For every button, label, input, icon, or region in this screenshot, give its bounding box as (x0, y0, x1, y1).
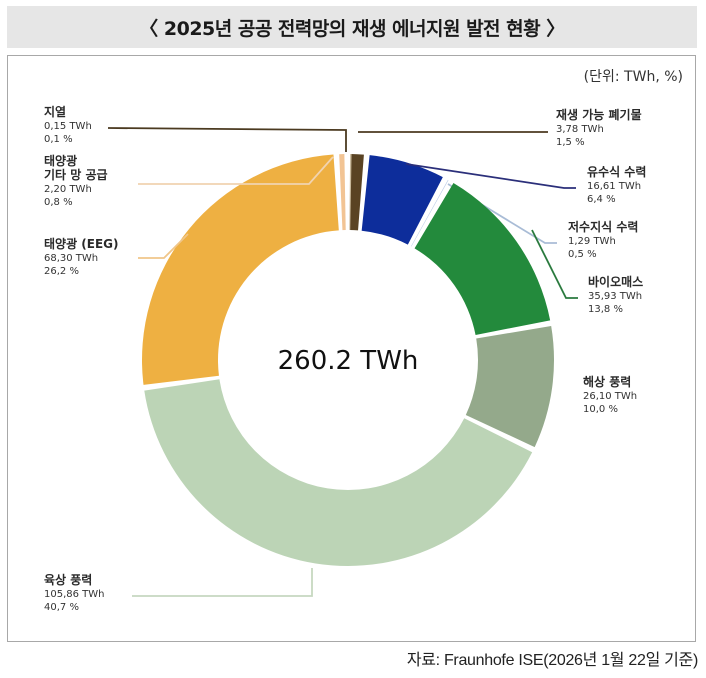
slice-label-pct-0: 1,5 % (556, 137, 585, 148)
slice-label-pct-5: 40,7 % (44, 602, 79, 613)
slice-7 (339, 154, 346, 231)
slice-0 (349, 154, 364, 231)
leader-line-1 (405, 163, 576, 189)
slice-label-pct-6: 26,2 % (44, 266, 79, 277)
slice-6 (142, 154, 339, 385)
leader-line-6 (138, 233, 189, 259)
chart-title: 〈 2025년 공공 전력망의 재생 에너지원 발전 현황 〉 (139, 17, 565, 40)
slice-label-name-8: 지열 (44, 104, 66, 119)
chart-frame: (단위: TWh, %) 재생 가능 폐기물 3,78 TWh 1,5 % 유수식 수… (7, 55, 696, 642)
slice-label-value-0: 3,78 TWh (556, 124, 604, 135)
slice-3 (414, 183, 551, 335)
slice-label-pct-2: 0,5 % (568, 249, 597, 260)
slice-label-name-4: 해상 풍력 (583, 374, 631, 389)
source-note: 자료: Fraunhofe ISE(2026년 1월 22일 기준) (406, 652, 698, 669)
slice-label-value-3: 35,93 TWh (588, 291, 642, 302)
slice-2 (411, 179, 449, 247)
slice-label-name-7: 태양광 (44, 153, 77, 168)
slice-label-name-1: 유수식 수력 (587, 164, 646, 179)
unit-label: (단위: TWh, %) (583, 69, 683, 85)
slice-label-name-2: 저수지식 수력 (568, 219, 638, 234)
slice-label-value-4: 26,10 TWh (583, 391, 637, 402)
slice-label-pct-8: 0,1 % (44, 134, 73, 145)
slice-label-value-2: 1,29 TWh (568, 236, 616, 247)
slice-label-name-7-1: 기타 망 공급 (44, 167, 108, 182)
slice-label-value-6: 68,30 TWh (44, 253, 98, 264)
slice-label-pct-7: 0,8 % (44, 197, 73, 208)
slice-label-name-5: 육상 풍력 (44, 572, 92, 587)
leader-line-7 (138, 156, 334, 185)
slice-label-pct-1: 6,4 % (587, 194, 616, 205)
leader-line-8 (107, 127, 347, 152)
slice-label-name-0: 재생 가능 폐기물 (556, 107, 642, 122)
slice-4 (465, 326, 554, 448)
slice-label-name-6: 태양광 (EEG) (44, 236, 119, 251)
donut-chart: 재생 가능 폐기물 3,78 TWh 1,5 % 유수식 수력 16,61 TWh 6,4… (44, 104, 646, 613)
slice-label-value-1: 16,61 TWh (587, 181, 641, 192)
slice-label-name-3: 바이오매스 (588, 274, 643, 289)
slice-label-pct-3: 13,8 % (588, 304, 623, 315)
slice-label-value-5: 105,86 TWh (44, 589, 105, 600)
slice-label-value-8: 0,15 TWh (44, 121, 92, 132)
slice-label-pct-4: 10,0 % (583, 404, 618, 415)
slice-5 (144, 379, 533, 566)
leader-line-5 (132, 568, 313, 597)
slice-8 (349, 154, 352, 231)
slice-1 (361, 155, 443, 245)
leader-line-3 (531, 229, 578, 299)
title-bar: 〈 2025년 공공 전력망의 재생 에너지원 발전 현황 〉 (7, 6, 697, 48)
center-total-label: 260.2 TWh (278, 346, 419, 376)
slice-label-value-7: 2,20 TWh (44, 184, 92, 195)
